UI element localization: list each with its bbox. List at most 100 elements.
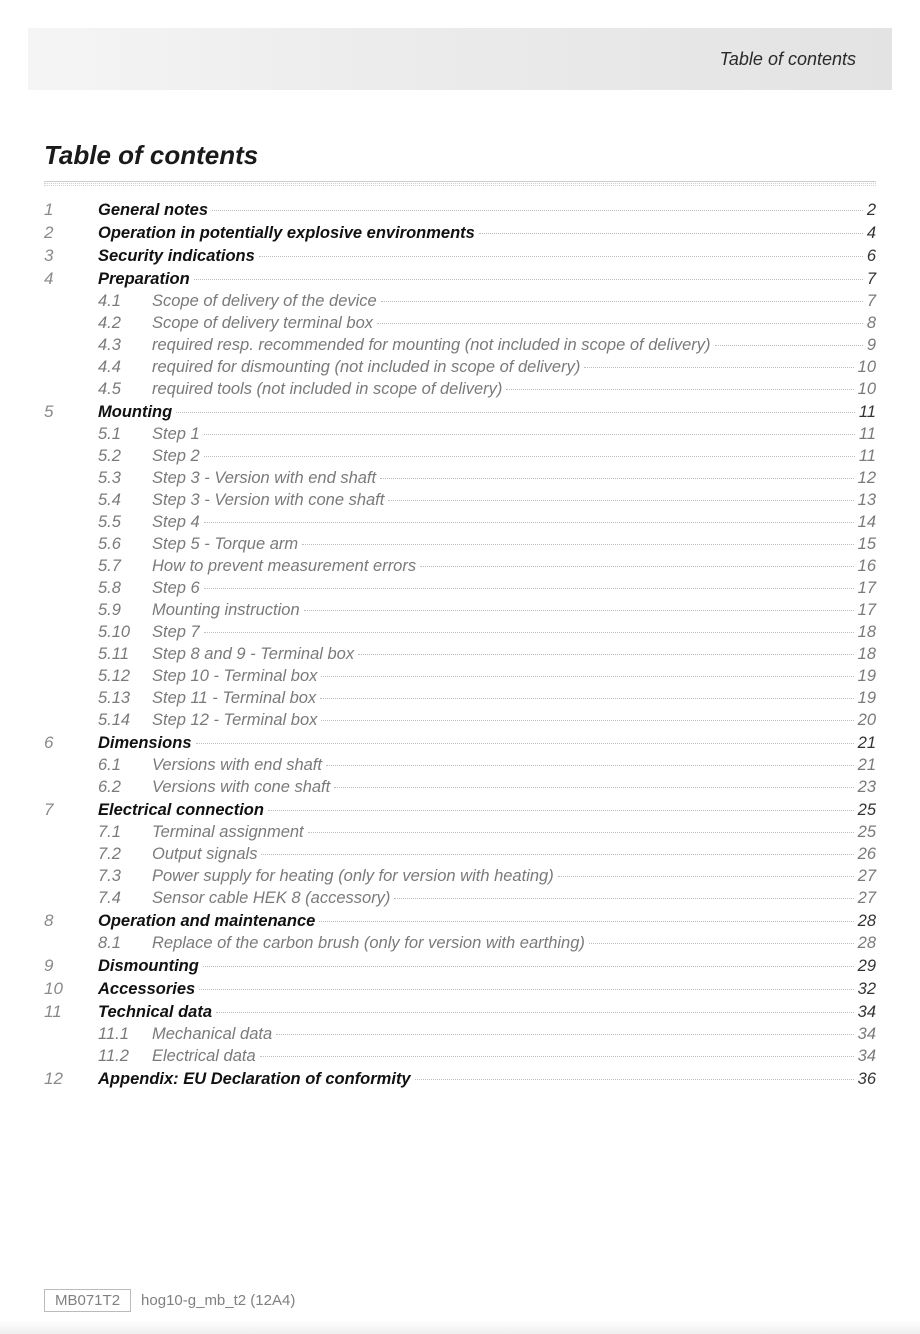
toc-section-row: 7.2Output signals26 xyxy=(44,845,876,864)
toc-page-number: 15 xyxy=(854,535,876,554)
toc-section-row: 4.3required resp. recommended for mounti… xyxy=(44,336,876,355)
toc-entry-title: Technical data xyxy=(98,1003,216,1022)
toc-section-number: 5.11 xyxy=(98,645,152,664)
toc-leader-dots xyxy=(558,876,854,877)
toc-entry-title: Step 8 and 9 - Terminal box xyxy=(152,645,358,664)
toc-chapter-row: 1General notes2 xyxy=(44,200,876,220)
toc-section-row: 5.7How to prevent measurement errors16 xyxy=(44,557,876,576)
toc-entry-title: required tools (not included in scope of… xyxy=(152,380,506,399)
toc-leader-dots xyxy=(261,854,853,855)
toc-entry-title: Step 3 - Version with end shaft xyxy=(152,469,380,488)
toc-page-number: 25 xyxy=(854,801,876,820)
toc-entry-title: Step 3 - Version with cone shaft xyxy=(152,491,388,510)
toc-section-row: 5.13Step 11 - Terminal box19 xyxy=(44,689,876,708)
toc-page-number: 7 xyxy=(863,270,876,289)
toc-page-number: 19 xyxy=(854,667,876,686)
toc-page-number: 18 xyxy=(854,645,876,664)
toc-entry-title: Step 4 xyxy=(152,513,204,532)
toc-section-number: 7.1 xyxy=(98,823,152,842)
toc-entry-title: Scope of delivery terminal box xyxy=(152,314,377,333)
toc-section-row: 11.2Electrical data34 xyxy=(44,1047,876,1066)
toc-chapter-row: 11Technical data34 xyxy=(44,1002,876,1022)
toc-page-number: 9 xyxy=(863,336,876,355)
toc-entry-title: Step 7 xyxy=(152,623,204,642)
header-title: Table of contents xyxy=(720,49,856,70)
toc-leader-dots xyxy=(319,921,853,922)
toc-entry-title: Mechanical data xyxy=(152,1025,276,1044)
toc-section-number: 4.1 xyxy=(98,292,152,311)
toc-leader-dots xyxy=(415,1079,854,1080)
toc-leader-dots xyxy=(321,676,853,677)
toc-leader-dots xyxy=(194,279,863,280)
footer-doc-code: MB071T2 xyxy=(44,1289,131,1312)
toc-entry-title: Versions with cone shaft xyxy=(152,778,334,797)
toc-page-number: 21 xyxy=(854,734,876,753)
toc-entry-title: Output signals xyxy=(152,845,261,864)
toc-leader-dots xyxy=(326,765,854,766)
toc-entry-title: Step 12 - Terminal box xyxy=(152,711,321,730)
toc-section-number: 5.6 xyxy=(98,535,152,554)
toc-section-row: 5.9Mounting instruction17 xyxy=(44,601,876,620)
toc-section-number: 7.4 xyxy=(98,889,152,908)
toc-section-number: 5.13 xyxy=(98,689,152,708)
toc-section-number: 5.1 xyxy=(98,425,152,444)
toc-leader-dots xyxy=(276,1034,853,1035)
toc-section-row: 4.2Scope of delivery terminal box8 xyxy=(44,314,876,333)
toc-chapter-number: 4 xyxy=(44,269,98,289)
toc-entry-title: General notes xyxy=(98,201,212,220)
toc-chapter-number: 3 xyxy=(44,246,98,266)
toc-leader-dots xyxy=(304,610,854,611)
footer-filename: hog10-g_mb_t2 (12A4) xyxy=(141,1292,295,1309)
toc-entry-title: Step 1 xyxy=(152,425,204,444)
toc-leader-dots xyxy=(388,500,853,501)
toc-leader-dots xyxy=(321,720,853,721)
toc-leader-dots xyxy=(196,743,854,744)
toc-section-number: 5.9 xyxy=(98,601,152,620)
toc-page-number: 21 xyxy=(854,756,876,775)
toc-entry-title: Operation in potentially explosive envir… xyxy=(98,224,479,243)
toc-page-number: 7 xyxy=(863,292,876,311)
toc-entry-title: Step 11 - Terminal box xyxy=(152,689,320,708)
toc-section-number: 8.1 xyxy=(98,934,152,953)
toc-entry-title: Security indications xyxy=(98,247,259,266)
toc-section-number: 5.5 xyxy=(98,513,152,532)
toc-leader-dots xyxy=(259,256,863,257)
toc-entry-title: Mounting xyxy=(98,403,176,422)
toc-section-row: 5.5Step 414 xyxy=(44,513,876,532)
toc-leader-dots xyxy=(268,810,854,811)
toc-leader-dots xyxy=(199,989,853,990)
toc-page-number: 17 xyxy=(854,579,876,598)
toc-chapter-number: 2 xyxy=(44,223,98,243)
toc-leader-dots xyxy=(260,1056,854,1057)
toc-section-number: 7.2 xyxy=(98,845,152,864)
toc-page-number: 34 xyxy=(854,1025,876,1044)
toc-section-number: 5.7 xyxy=(98,557,152,576)
toc-page-number: 27 xyxy=(854,889,876,908)
toc-chapter-row: 6Dimensions21 xyxy=(44,733,876,753)
toc-entry-title: How to prevent measurement errors xyxy=(152,557,420,576)
toc-chapter-row: 2Operation in potentially explosive envi… xyxy=(44,223,876,243)
toc-section-number: 5.3 xyxy=(98,469,152,488)
toc-section-row: 7.4Sensor cable HEK 8 (accessory)27 xyxy=(44,889,876,908)
toc-page-number: 10 xyxy=(854,380,876,399)
toc-leader-dots xyxy=(715,345,863,346)
toc-section-row: 8.1Replace of the carbon brush (only for… xyxy=(44,934,876,953)
toc-leader-dots xyxy=(302,544,854,545)
toc-leader-dots xyxy=(358,654,854,655)
toc-leader-dots xyxy=(176,412,855,413)
toc-page-number: 6 xyxy=(863,247,876,266)
toc-page-number: 10 xyxy=(854,358,876,377)
content-area: Table of contents 1General notes2 2Operat… xyxy=(0,90,920,1089)
toc-section-row: 6.2Versions with cone shaft23 xyxy=(44,778,876,797)
toc-section-number: 4.2 xyxy=(98,314,152,333)
toc-section-row: 5.10Step 718 xyxy=(44,623,876,642)
toc-entry-title: Dismounting xyxy=(98,957,203,976)
toc-section-number: 4.4 xyxy=(98,358,152,377)
page-title: Table of contents xyxy=(44,140,876,177)
toc-entry-title: Power supply for heating (only for versi… xyxy=(152,867,558,886)
toc-section-row: 5.2Step 211 xyxy=(44,447,876,466)
toc-page-number: 25 xyxy=(854,823,876,842)
toc-entry-title: Step 6 xyxy=(152,579,204,598)
toc-section-row: 5.6Step 5 - Torque arm15 xyxy=(44,535,876,554)
toc-entry-title: Terminal assignment xyxy=(152,823,308,842)
